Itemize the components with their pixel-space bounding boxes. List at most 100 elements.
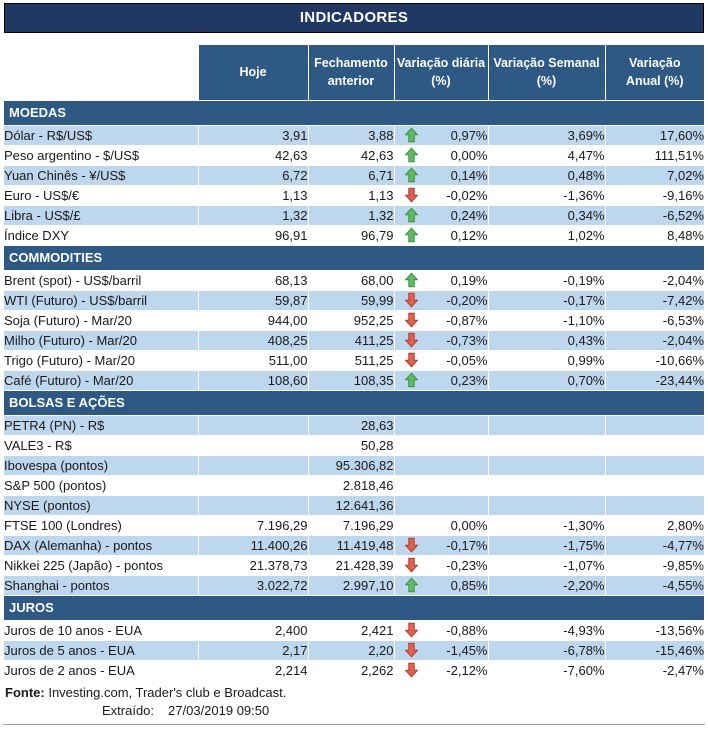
cell-hoje	[197, 435, 308, 456]
column-header-variacao-diaria: Variação diária (%)	[393, 45, 488, 100]
cell-hoje: 2,17	[197, 640, 308, 661]
cell-variacao-semanal: -4,93%	[487, 620, 605, 641]
cell-fechamento-anterior: 21.428,39	[307, 555, 394, 576]
cell-fechamento-anterior: 59,99	[307, 290, 394, 311]
cell-variacao-semanal	[487, 435, 605, 456]
cell-variacao-anual: -4,77%	[604, 535, 704, 556]
cell-variacao-anual: -6,52%	[604, 205, 704, 226]
row-label: Soja (Futuro) - Mar/20	[4, 310, 198, 331]
table-row: PETR4 (PN) - R$ 28,63	[4, 415, 704, 436]
cell-variacao-semanal: -1,07%	[487, 555, 605, 576]
cell-variacao-diaria: 0,12%	[393, 225, 488, 246]
cell-variacao-anual: -9,85%	[604, 555, 704, 576]
cell-variacao-diaria	[393, 435, 488, 456]
cell-hoje: 3,91	[197, 125, 308, 146]
table-row: S&P 500 (pontos) 2.818,46	[4, 475, 704, 496]
row-label: Euro - US$/€	[4, 185, 198, 206]
down-arrow-icon	[403, 622, 419, 638]
down-arrow-icon	[403, 332, 419, 348]
cell-variacao-anual: -2,47%	[604, 660, 704, 681]
variacao-diaria-value: -0,23%	[446, 557, 488, 573]
up-arrow-icon	[403, 207, 419, 223]
cell-variacao-diaria: 0,97%	[393, 125, 488, 146]
cell-fechamento-anterior: 411,25	[307, 330, 394, 351]
variacao-diaria-value: 0,00%	[450, 517, 488, 533]
row-label: Libra - US$/£	[4, 205, 198, 226]
fonte-label: Fonte:	[5, 684, 45, 700]
cell-hoje	[197, 475, 308, 496]
table-row: Dólar - R$/US$ 3,91 3,88 0,97% 3,69% 17,60%	[4, 125, 704, 146]
section-row-commodities: COMMODITIES	[4, 244, 704, 271]
fonte-text: Investing.com, Trader's club e Broadcast…	[44, 684, 287, 700]
cell-fechamento-anterior: 6,71	[307, 165, 394, 186]
empty-header-cell	[4, 45, 198, 100]
extracted-line: Extraído: 27/03/2019 09:50	[102, 703, 705, 718]
cell-hoje: 2,400	[197, 620, 308, 641]
row-label: Índice DXY	[4, 225, 198, 246]
column-header-variacao-anual: Variação Anual (%)	[604, 45, 704, 100]
cell-variacao-semanal: -1,36%	[487, 185, 605, 206]
cell-variacao-semanal: -6,78%	[487, 640, 605, 661]
section-header-moedas: MOEDAS	[4, 99, 704, 126]
cell-variacao-anual: 2,80%	[604, 515, 704, 536]
cell-hoje: 1,13	[197, 185, 308, 206]
down-arrow-icon	[403, 292, 419, 308]
cell-hoje: 3.022,72	[197, 575, 308, 596]
table-row: Shanghai - pontos 3.022,72 2.997,10 0,85% -2…	[4, 575, 704, 596]
cell-variacao-anual: 8,48%	[604, 225, 704, 246]
down-arrow-icon	[403, 642, 419, 658]
table-row: Juros de 10 anos - EUA 2,400 2,421 -0,88% -4…	[4, 620, 704, 641]
variacao-diaria-value: -0,02%	[446, 187, 488, 203]
cell-variacao-diaria	[393, 495, 488, 516]
row-label: Café (Futuro) - Mar/20	[4, 370, 198, 391]
cell-variacao-diaria: 0,24%	[393, 205, 488, 226]
row-label: Shanghai - pontos	[4, 575, 198, 596]
down-arrow-icon	[403, 187, 419, 203]
cell-fechamento-anterior: 2.997,10	[307, 575, 394, 596]
cell-variacao-semanal: -1,30%	[487, 515, 605, 536]
variacao-diaria-value: 0,85%	[450, 577, 488, 593]
section-header-bolsas: BOLSAS E AÇÕES	[4, 389, 704, 416]
cell-fechamento-anterior: 7.196,29	[307, 515, 394, 536]
cell-variacao-semanal: -2,20%	[487, 575, 605, 596]
section-header-juros: JUROS	[4, 594, 704, 621]
cell-fechamento-anterior: 511,25	[307, 350, 394, 371]
cell-hoje	[197, 495, 308, 516]
extraido-label: Extraído:	[102, 702, 155, 718]
cell-variacao-anual: 17,60%	[604, 125, 704, 146]
cell-hoje: 108,60	[197, 370, 308, 391]
row-label: PETR4 (PN) - R$	[4, 415, 198, 436]
cell-variacao-semanal: -0,19%	[487, 270, 605, 291]
cell-hoje: 1,32	[197, 205, 308, 226]
cell-variacao-semanal: 4,47%	[487, 145, 605, 166]
cell-variacao-semanal	[487, 455, 605, 476]
cell-fechamento-anterior: 96,79	[307, 225, 394, 246]
cell-variacao-diaria: -2,12%	[393, 660, 488, 681]
up-arrow-icon	[403, 227, 419, 243]
cell-variacao-anual	[604, 495, 704, 516]
cell-hoje: 2,214	[197, 660, 308, 681]
variacao-diaria-value: -1,45%	[446, 642, 488, 658]
table-row: Peso argentino - $/US$ 42,63 42,63 0,00% 4,4…	[4, 145, 704, 166]
down-arrow-icon	[403, 352, 419, 368]
cell-variacao-anual: -7,42%	[604, 290, 704, 311]
cell-fechamento-anterior: 3,88	[307, 125, 394, 146]
table-row: Ibovespa (pontos) 95.306,82	[4, 455, 704, 476]
cell-hoje: 511,00	[197, 350, 308, 371]
cell-variacao-anual: 111,51%	[604, 145, 704, 166]
cell-variacao-diaria: -0,23%	[393, 555, 488, 576]
cell-variacao-anual: -10,66%	[604, 350, 704, 371]
table-row: WTI (Futuro) - US$/barril 59,87 59,99 -0,20…	[4, 290, 704, 311]
cell-hoje: 42,63	[197, 145, 308, 166]
variacao-diaria-value: -2,12%	[446, 662, 488, 678]
up-arrow-icon	[403, 167, 419, 183]
indicators-sheet: INDICADORES Hoje Fechamento anterior Var…	[3, 3, 705, 725]
row-label: WTI (Futuro) - US$/barril	[4, 290, 198, 311]
cell-variacao-diaria: 0,19%	[393, 270, 488, 291]
cell-variacao-semanal: 0,48%	[487, 165, 605, 186]
cell-fechamento-anterior: 68,00	[307, 270, 394, 291]
cell-variacao-diaria: -0,20%	[393, 290, 488, 311]
row-label: DAX (Alemanha) - pontos	[4, 535, 198, 556]
section-row-bolsas: BOLSAS E AÇÕES	[4, 389, 704, 416]
up-arrow-icon	[403, 272, 419, 288]
